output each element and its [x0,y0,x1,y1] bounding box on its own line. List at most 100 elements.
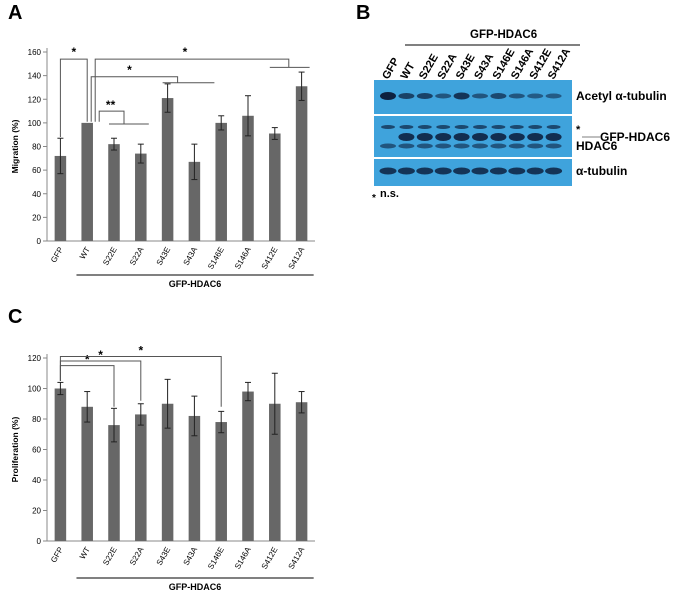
sig-marker-wt-s412: * [183,45,188,59]
panel-label-c: C [8,306,23,328]
sig-marker-gfp-wt: * [71,45,76,59]
group-label: GFP-HDAC6 [169,582,222,590]
blot-header-label: GFP-HDAC6 [470,29,537,41]
y-tick-label: 40 [32,476,41,485]
x-tick-label: GFP [49,246,65,265]
x-tick-label: S412E [260,246,280,271]
x-tick-label: S43E [155,546,173,567]
bar-s43a [188,415,201,541]
bar-s22e [108,425,120,541]
x-tick-label: S43E [155,246,173,267]
band-nonspecific [381,125,395,129]
y-tick-label: 40 [32,190,41,199]
proliferation-bar-chart: 0 20 40 60 80 100 120 Proliferation (%) GFP WT S22… [10,343,315,590]
band-alpha-tubulin [379,167,397,175]
blot-label-acetyl-tubulin: Acetyl α-tubulin [576,89,667,103]
x-tick-label: S412A [287,245,307,271]
band-acetyl-tubulin [545,93,562,99]
band-hdac6 [490,143,507,149]
bar-s412a [295,402,308,541]
band-hdac6 [527,143,544,149]
band-hdac6 [398,143,415,149]
sig-bracket-gfp-s146e [59,355,222,407]
band-alpha-tubulin [526,167,544,175]
x-tick-label: S22A [128,245,146,267]
band-alpha-tubulin [471,167,489,175]
x-tick-label: S146A [233,245,253,271]
band-alpha-tubulin [434,167,452,175]
x-tick-label: S22E [101,546,119,567]
panel-label-a: A [8,2,23,24]
bar-wt [81,122,93,241]
blot-lane-label: GFP [380,56,402,82]
x-tick-label: S412A [287,545,307,571]
bar-s146e [215,422,227,541]
bar-s146e [215,122,227,241]
band-hdac6 [545,143,562,149]
band-gfp-hdac6 [508,133,525,141]
migration-bar-chart: 0 20 40 60 80 100 120 140 160 Migration (%) GFP WT S… [10,45,315,289]
band-acetyl-tubulin [453,92,470,100]
x-tick-label: S22E [101,246,119,267]
bar-s412e [269,403,281,541]
band-gfp-hdac6 [453,133,470,141]
sig-marker-wt-s22: ** [106,98,116,112]
band-gfp-hdac6 [490,133,507,141]
band-hdac6 [472,143,488,149]
bar-s146a [242,391,254,541]
band-acetyl-tubulin [490,93,507,99]
y-tick-label: 80 [32,415,41,424]
x-tick-label: WT [78,245,92,260]
blot-label-alpha-tubulin: α-tubulin [576,164,627,178]
band-acetyl-tubulin [472,93,488,99]
band-gfp-hdac6 [398,133,415,141]
x-tick-label: S146A [233,545,253,571]
bar-s43e [161,403,174,541]
band-gfp-hdac6 [527,133,544,141]
bar-s22e [108,144,120,241]
band-hdac6 [453,143,470,149]
group-label: GFP-HDAC6 [169,279,222,289]
band-nonspecific [473,125,487,129]
band-acetyl-tubulin [435,93,452,99]
x-tick-label: GFP [49,546,65,565]
y-tick-label: 0 [37,237,42,246]
band-acetyl-tubulin [527,93,544,99]
band-alpha-tubulin [545,167,563,175]
blot-bands [374,80,572,186]
band-alpha-tubulin [453,167,471,175]
y-tick-label: 20 [32,213,41,222]
blot-label-hdac6: HDAC6 [576,139,618,153]
panel-label-b: B [356,2,371,24]
band-nonspecific [436,125,451,129]
band-acetyl-tubulin [398,93,415,99]
bar-s412e [269,133,281,241]
y-tick-label: 60 [32,446,41,455]
band-nonspecific [417,125,432,129]
bar-s43e [161,98,174,241]
band-hdac6 [435,143,452,149]
bar-s412a [295,86,308,241]
sig-bracket-wt-s43 [90,76,179,122]
y-tick-label: 0 [37,537,42,546]
x-tick-label: S22A [128,545,146,567]
bar-s146a [242,115,254,241]
band-gfp-hdac6 [472,133,488,141]
band-alpha-tubulin [489,167,507,175]
y-axis-title: Proliferation (%) [10,417,20,483]
y-tick-label: 160 [28,48,42,57]
x-tick-label: S412E [260,546,280,571]
x-tick-label: WT [78,545,92,560]
bar-s22a [135,153,147,241]
band-hdac6 [508,143,525,149]
band-nonspecific [546,125,561,129]
y-tick-label: 80 [32,143,41,152]
y-tick-label: 100 [28,385,42,394]
band-gfp-hdac6 [545,133,562,141]
sig-bracket-gfp-wt [59,58,88,138]
band-alpha-tubulin [397,167,415,175]
band-nonspecific [491,125,506,129]
band-acetyl-tubulin [380,92,396,100]
bar-wt [81,406,93,541]
